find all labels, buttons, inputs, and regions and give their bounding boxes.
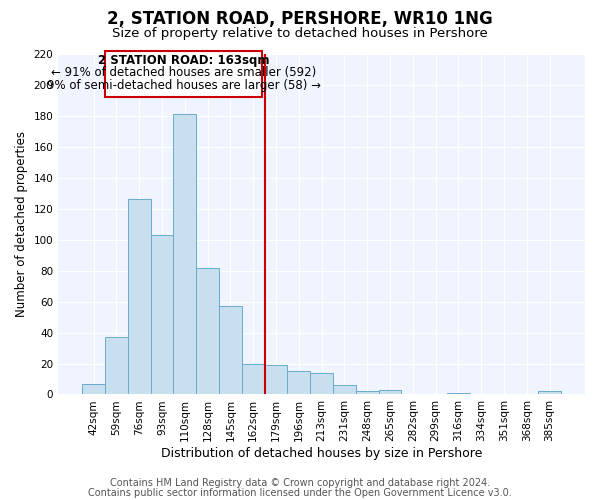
Bar bbox=[82, 384, 105, 394]
X-axis label: Distribution of detached houses by size in Pershore: Distribution of detached houses by size … bbox=[161, 447, 482, 460]
Bar bbox=[105, 337, 128, 394]
Bar bbox=[265, 365, 287, 394]
Bar bbox=[356, 392, 379, 394]
Bar bbox=[333, 385, 356, 394]
Text: ← 91% of detached houses are smaller (592): ← 91% of detached houses are smaller (59… bbox=[51, 66, 316, 80]
Text: Size of property relative to detached houses in Pershore: Size of property relative to detached ho… bbox=[112, 28, 488, 40]
Bar bbox=[287, 371, 310, 394]
Bar bbox=[128, 200, 151, 394]
Bar bbox=[242, 364, 265, 394]
Text: 9% of semi-detached houses are larger (58) →: 9% of semi-detached houses are larger (5… bbox=[47, 79, 320, 92]
Bar bbox=[379, 390, 401, 394]
Bar bbox=[310, 373, 333, 394]
Text: 2, STATION ROAD, PERSHORE, WR10 1NG: 2, STATION ROAD, PERSHORE, WR10 1NG bbox=[107, 10, 493, 28]
Bar bbox=[538, 392, 561, 394]
Bar bbox=[447, 393, 470, 394]
Y-axis label: Number of detached properties: Number of detached properties bbox=[15, 131, 28, 317]
Text: 2 STATION ROAD: 163sqm: 2 STATION ROAD: 163sqm bbox=[98, 54, 269, 67]
Bar bbox=[196, 268, 219, 394]
Text: Contains HM Land Registry data © Crown copyright and database right 2024.: Contains HM Land Registry data © Crown c… bbox=[110, 478, 490, 488]
Text: Contains public sector information licensed under the Open Government Licence v3: Contains public sector information licen… bbox=[88, 488, 512, 498]
Bar bbox=[219, 306, 242, 394]
Bar bbox=[105, 51, 262, 98]
Bar bbox=[151, 235, 173, 394]
Bar bbox=[173, 114, 196, 394]
